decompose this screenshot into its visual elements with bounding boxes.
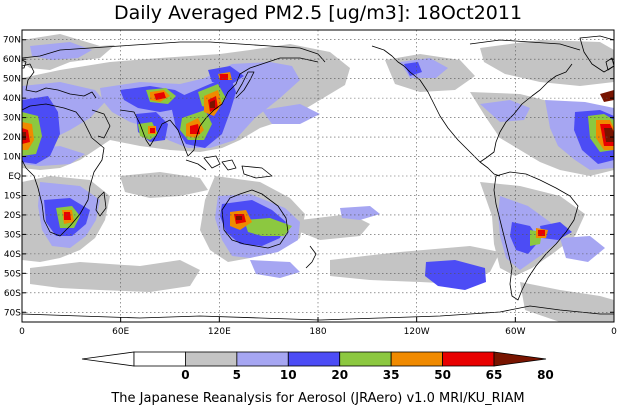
lat-tick-label: 30S xyxy=(4,230,21,240)
map-axes: 70N 60N 50N 40N 30N 20N 10N EQ 10S 20S 30S 40S 50S 60… xyxy=(3,36,617,337)
lat-tick-label: 10N xyxy=(3,153,21,163)
colorbar-low-triangle xyxy=(81,351,135,367)
colorbar-tick-label: 80 xyxy=(537,368,554,382)
lon-tick-label: 180 xyxy=(309,327,326,337)
colorbar-tick-label: 65 xyxy=(486,368,503,382)
coastlines xyxy=(22,35,614,321)
lat-tick-label: 10S xyxy=(4,191,21,201)
colorbar-bin xyxy=(133,351,186,367)
pm25-field xyxy=(22,34,614,322)
lat-tick-label: 60S xyxy=(4,289,21,299)
lat-tick-label: 70N xyxy=(3,36,21,46)
colorbar-bin xyxy=(185,351,238,367)
lat-tick-label: 40N xyxy=(3,94,21,104)
gridlines xyxy=(21,30,615,322)
lat-tick-label: 20S xyxy=(4,211,21,221)
colorbar-tick-label: 50 xyxy=(434,368,451,382)
lon-tick-label: 60W xyxy=(505,327,525,337)
lat-tick-label: 30N xyxy=(3,114,21,124)
colorbar-tick-label: 0 xyxy=(181,368,189,382)
map-title: Daily Averaged PM2.5 [ug/m3]: 18Oct2011 xyxy=(114,2,522,24)
colorbar-bin xyxy=(339,351,392,367)
lat-tick-label: EQ xyxy=(8,172,21,182)
lon-tick-label: 60E xyxy=(112,327,129,337)
colorbar-bin xyxy=(442,351,495,367)
colorbar-bin xyxy=(287,351,341,367)
lat-tick-label: 50N xyxy=(3,75,21,85)
colorbar-tick-label: 35 xyxy=(383,368,400,382)
lon-tick-label: 0 xyxy=(611,327,617,337)
credit-text: The Japanese Reanalysis for Aerosol (JRA… xyxy=(110,391,524,406)
colorbar: 0 5 10 20 35 50 65 80 xyxy=(81,351,554,382)
lon-tick-label: 120E xyxy=(208,327,231,337)
colorbar-bin xyxy=(236,351,289,367)
pm25-band-80-plus xyxy=(22,90,614,220)
lat-tick-label: 20N xyxy=(3,133,21,143)
colorbar-tick-label: 5 xyxy=(233,368,241,382)
colorbar-bin xyxy=(390,351,443,367)
lon-tick-label: 120W xyxy=(404,327,430,337)
colorbar-tick-label: 20 xyxy=(331,368,348,382)
lon-tick-label: 0 xyxy=(19,327,25,337)
colorbar-tick-label: 10 xyxy=(280,368,297,382)
lat-tick-label: 60N xyxy=(3,55,21,65)
lat-tick-label: 70S xyxy=(4,308,21,318)
lat-tick-label: 50S xyxy=(4,269,21,279)
colorbar-high-triangle xyxy=(493,351,547,367)
lat-tick-label: 40S xyxy=(4,250,21,260)
